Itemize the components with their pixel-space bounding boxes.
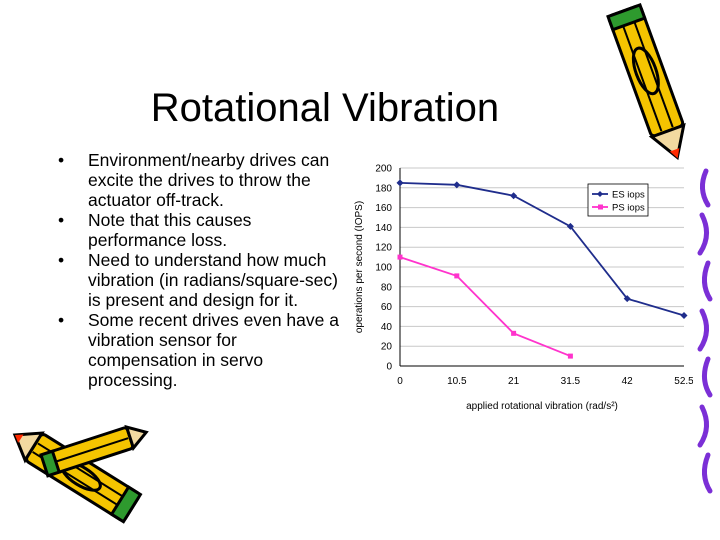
data-point — [453, 181, 461, 189]
x-tick-label: 31.5 — [561, 376, 581, 387]
y-tick-label: 200 — [375, 164, 392, 175]
data-point — [567, 353, 573, 359]
iops-vs-vibration-chart: 0 20 40 60 80 100 120 140 160 180 200 0 10.5 21 31.5 42… — [354, 164, 693, 413]
data-point — [511, 330, 517, 336]
x-tick-label: 42 — [622, 376, 634, 387]
legend-label: ES iops — [612, 190, 645, 201]
x-tick-label: 10.5 — [447, 376, 467, 387]
slide-title: Rotational Vibration — [150, 86, 500, 130]
data-point — [510, 192, 518, 200]
bullet-list: Environment/nearby drives can excite the… — [58, 150, 348, 390]
y-tick-label: 100 — [375, 263, 392, 274]
y-axis-label: operations per second (IOPS) — [354, 201, 365, 333]
data-point — [680, 312, 688, 320]
y-tick-label: 40 — [381, 322, 393, 333]
series-line — [399, 181, 685, 317]
data-point — [397, 254, 403, 260]
y-tick-label: 20 — [381, 342, 393, 353]
bullet-item: Note that this causes performance loss. — [58, 210, 348, 250]
legend-marker — [597, 191, 603, 197]
bullet-item: Some recent drives even have a vibration… — [58, 310, 348, 390]
bullet-item: Environment/nearby drives can excite the… — [58, 150, 348, 210]
pencil-top-right-icon — [606, 3, 686, 161]
y-tick-label: 120 — [375, 243, 392, 254]
y-tick-label: 160 — [375, 203, 392, 214]
legend-box — [587, 183, 649, 217]
y-tick-label: 60 — [381, 302, 393, 313]
data-point — [566, 222, 574, 230]
legend-marker — [598, 204, 603, 210]
x-tick-label: 0 — [397, 376, 403, 387]
y-tick-label: 180 — [375, 183, 392, 194]
x-tick-label: 52.5 — [674, 376, 693, 387]
y-tick-label: 140 — [375, 223, 392, 234]
bullet-item: Need to understand how much vibration (i… — [58, 250, 348, 310]
pencil-bottom-left-icon — [12, 424, 149, 524]
data-point — [396, 179, 404, 187]
data-point — [623, 295, 631, 303]
series-line — [399, 256, 571, 357]
y-tick-label: 80 — [381, 282, 393, 293]
y-tick-label: 0 — [386, 362, 392, 373]
legend-label: PS iops — [612, 203, 645, 214]
x-tick-label: 21 — [508, 376, 520, 387]
squiggle-border-icon — [697, 168, 713, 494]
x-axis-label: applied rotational vibration (rad/s²) — [466, 401, 618, 412]
data-point — [454, 273, 460, 279]
